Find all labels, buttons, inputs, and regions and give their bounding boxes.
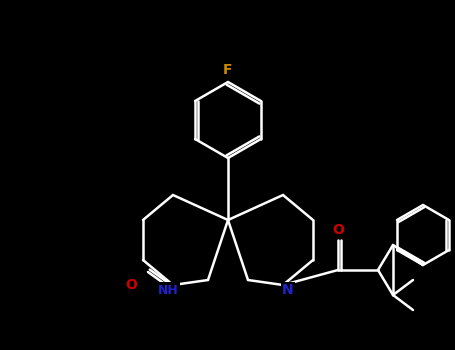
Text: N: N [282, 283, 294, 297]
Text: NH: NH [157, 284, 178, 296]
Text: O: O [125, 278, 137, 292]
Text: O: O [332, 223, 344, 237]
Text: F: F [223, 63, 233, 77]
